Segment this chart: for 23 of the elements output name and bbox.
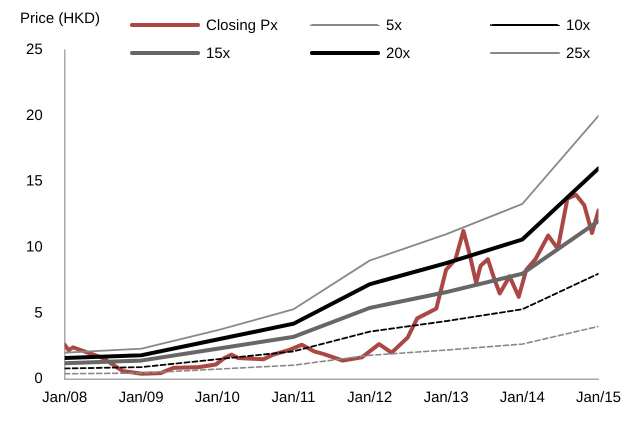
x-tick-label: Jan/15 [576,389,622,406]
x-tick-label: Jan/13 [424,389,469,406]
legend-label: 25x [566,44,590,62]
legend-label: 5x [386,16,402,34]
x-tick-label: Jan/10 [194,389,240,406]
y-tick-label: 20 [26,106,43,124]
line-series [64,326,598,375]
x-tick-label: Jan/08 [42,389,88,406]
x-tick-label: Jan/11 [272,389,316,406]
y-tick-label: 5 [34,304,43,322]
y-tick-label: 25 [26,41,43,58]
legend-label: Closing Px [206,16,278,34]
line-series [64,272,598,370]
y-axis-title: Price (HKD) [20,10,100,27]
x-tick-label: Jan/12 [347,389,392,406]
x-tick-label: Jan/09 [118,389,164,406]
y-tick-label: 0 [34,370,43,388]
legend-label: 15x [206,44,230,62]
legend-label: 20x [386,44,410,62]
x-tick-label: Jan/14 [500,389,545,406]
y-tick-label: 10 [26,238,43,256]
y-tick-label: 15 [26,172,43,190]
legend-label: 10x [566,16,590,34]
